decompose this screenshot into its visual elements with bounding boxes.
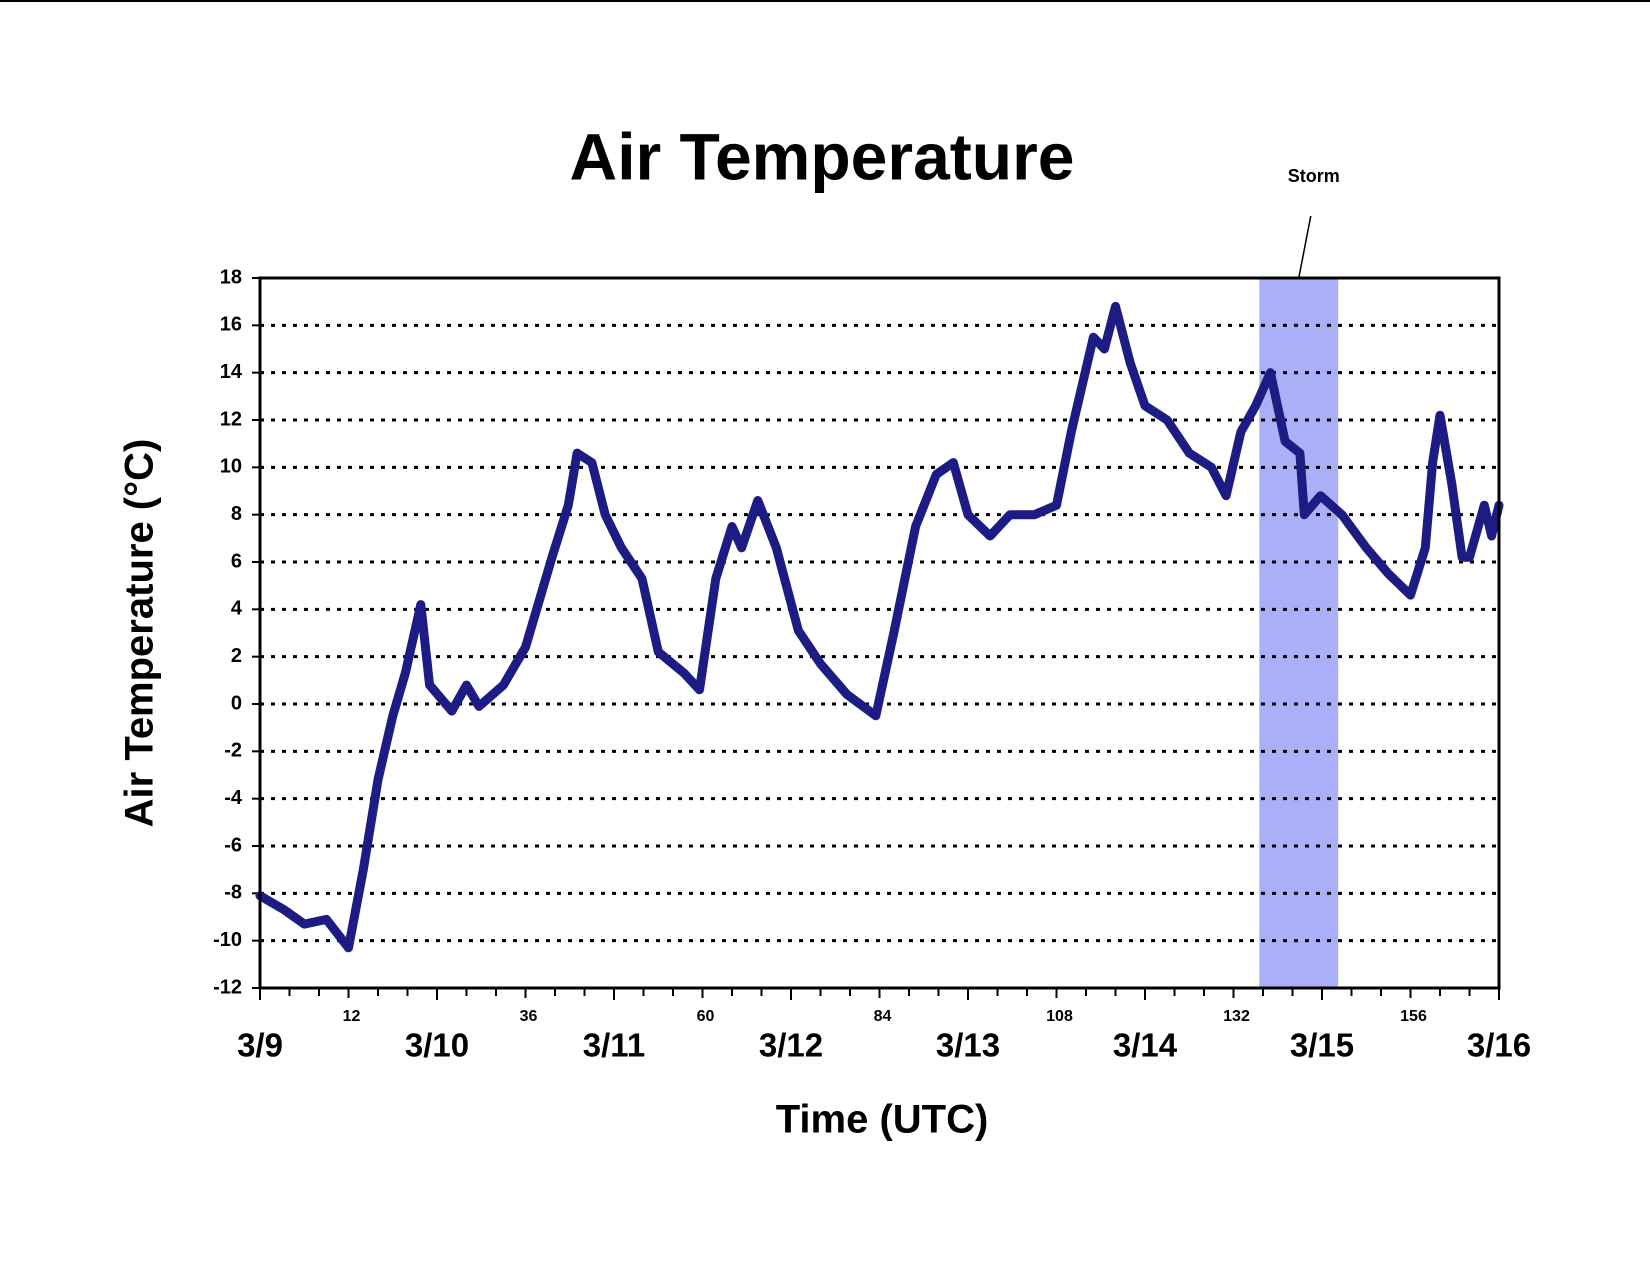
y-axis-label: Air Temperature (°C) (118, 439, 162, 828)
y-tick-label: 16 (220, 314, 242, 336)
y-tick-label: 0 (231, 692, 242, 714)
x-tick-label: 3/14 (1113, 1027, 1178, 1064)
y-tick-label: 10 (220, 456, 242, 478)
y-tick-label: -4 (224, 787, 243, 809)
x-hour-label: 132 (1223, 1008, 1250, 1025)
x-hour-label: 60 (697, 1008, 715, 1025)
storm-leader (1298, 215, 1312, 279)
storm-label: Storm (1288, 166, 1340, 186)
x-tick-label: 3/9 (237, 1027, 283, 1064)
x-hour-label: 108 (1046, 1008, 1073, 1025)
y-tick-label: 4 (231, 598, 243, 620)
x-tick-label: 3/11 (583, 1027, 645, 1064)
y-tick-label: -8 (224, 882, 242, 904)
y-tick-label: 2 (231, 645, 242, 667)
plot-frame (258, 276, 1501, 990)
x-hour-label: 156 (1400, 1008, 1427, 1025)
x-hour-label: 84 (874, 1008, 892, 1025)
y-tick-label: -12 (213, 976, 242, 998)
y-tick-label: 6 (231, 550, 242, 572)
x-tick-label: 3/12 (759, 1027, 823, 1064)
x-tick-label: 3/13 (936, 1027, 1000, 1064)
y-tick-label: 14 (220, 361, 243, 383)
x-axis-label: Time (UTC) (776, 1098, 989, 1142)
y-tick-label: 12 (220, 408, 242, 430)
x-tick-label: 3/15 (1290, 1027, 1354, 1064)
x-tick-label: 3/10 (405, 1027, 469, 1064)
x-hour-label: 12 (343, 1008, 361, 1025)
y-tick-label: 18 (220, 266, 242, 288)
y-tick-label: -6 (224, 834, 242, 856)
chart-title: Air Temperature (570, 119, 1075, 193)
y-tick-label: -10 (213, 929, 242, 951)
temperature-line (255, 301, 1504, 953)
y-tick-label: 8 (231, 503, 242, 525)
y-tick-label: -2 (224, 740, 242, 762)
x-hour-label: 36 (520, 1008, 538, 1025)
x-tick-label: 3/16 (1467, 1027, 1531, 1064)
